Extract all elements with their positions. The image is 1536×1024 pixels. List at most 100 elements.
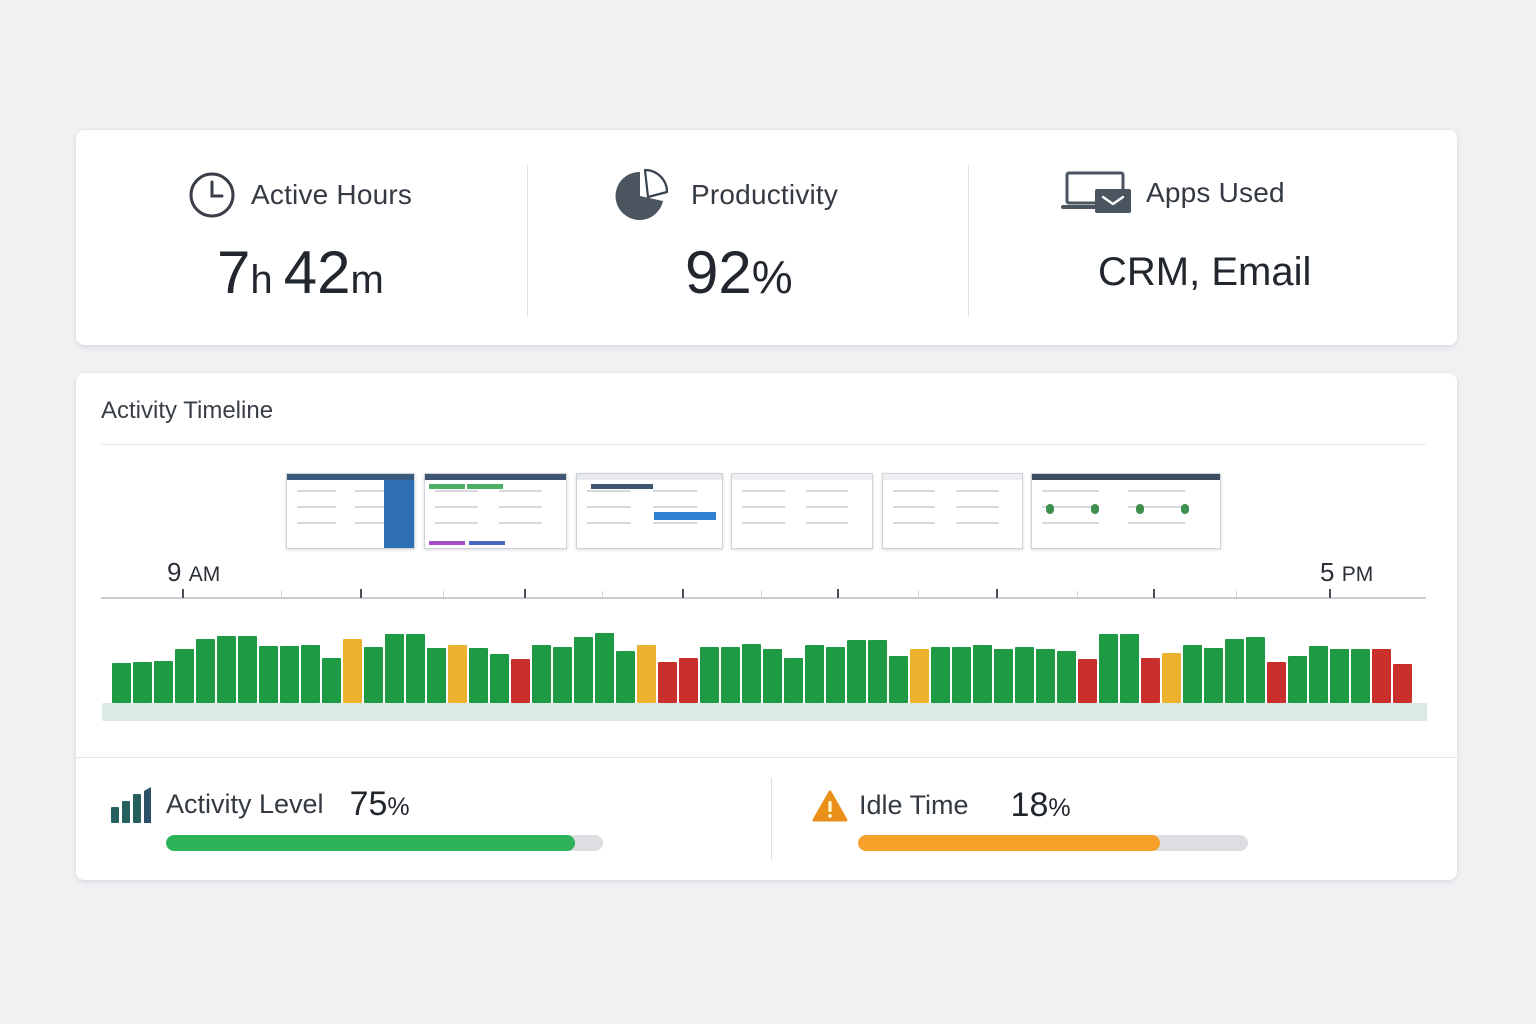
activity-bar-idle[interactable] (1393, 664, 1412, 703)
activity-bar-idle[interactable] (511, 659, 530, 703)
activity-bar-moderate[interactable] (1162, 653, 1181, 703)
stat-value: 7h 42m (217, 238, 384, 307)
activity-bar-active[interactable] (1036, 649, 1055, 703)
activity-bar-active[interactable] (952, 647, 971, 703)
major-tick (837, 589, 839, 598)
activity-bar-active[interactable] (889, 656, 908, 703)
activity-bar-active[interactable] (259, 646, 278, 703)
activity-bar-active[interactable] (1351, 649, 1370, 703)
progress-fill (166, 835, 575, 851)
activity-bar-active[interactable] (1015, 647, 1034, 703)
activity-bar-idle[interactable] (1078, 659, 1097, 703)
dashboard-screenshot-thumbnail[interactable] (1031, 473, 1221, 549)
activity-bar-active[interactable] (427, 648, 446, 703)
stat-label: Apps Used (1146, 177, 1285, 208)
email-screenshot-1-thumbnail[interactable] (731, 473, 873, 549)
metric-unit: % (387, 793, 410, 821)
activity-bar-active[interactable] (868, 640, 887, 703)
activity-bar-idle[interactable] (1267, 662, 1286, 703)
laptop-email-icon (1061, 171, 1131, 213)
activity-bar-active[interactable] (1204, 648, 1223, 703)
activity-bar-moderate[interactable] (343, 639, 362, 703)
activity-bar-active[interactable] (175, 649, 194, 703)
activity-bar-active[interactable] (301, 645, 320, 703)
activity-bar-active[interactable] (574, 637, 593, 703)
value-minutes: 42 (283, 239, 351, 306)
activity-bar-active[interactable] (1246, 637, 1265, 703)
activity-bar-active[interactable] (784, 658, 803, 703)
activity-bar-active[interactable] (154, 661, 173, 703)
stat-label: Active Hours (251, 179, 413, 210)
activity-bar-active[interactable] (805, 645, 824, 703)
activity-bar-active[interactable] (1099, 634, 1118, 703)
activity-bar-active[interactable] (532, 645, 551, 703)
activity-bar-active[interactable] (1057, 651, 1076, 703)
crm-screenshot-1-thumbnail[interactable] (286, 473, 415, 549)
activity-bar-active[interactable] (1309, 646, 1328, 703)
activity-bar-active[interactable] (112, 663, 131, 703)
activity-bar-active[interactable] (1120, 634, 1139, 703)
activity-bar-idle[interactable] (658, 662, 677, 703)
activity-bar-active[interactable] (700, 647, 719, 703)
activity-bar-active[interactable] (826, 647, 845, 703)
metric-label: Idle Time (859, 790, 969, 820)
activity-bar-idle[interactable] (1372, 649, 1391, 703)
activity-bar-active[interactable] (847, 640, 866, 703)
stat-apps-used: Apps Used CRM, Email (969, 130, 1457, 345)
activity-bar-active[interactable] (238, 636, 257, 703)
idle-time-progress (858, 835, 1248, 851)
activity-bar-active[interactable] (742, 644, 761, 703)
activity-bar-active[interactable] (385, 634, 404, 703)
activity-timeline-card: Activity Timeline 9 AM 5 PM Activity Lev… (76, 373, 1457, 880)
metric-label: Activity Level (166, 789, 324, 819)
activity-bar-active[interactable] (994, 649, 1013, 703)
major-tick (524, 589, 526, 598)
activity-bar-active[interactable] (553, 647, 572, 703)
activity-bar-idle[interactable] (1141, 658, 1160, 703)
minor-tick (602, 591, 603, 598)
minor-tick (281, 591, 282, 598)
activity-bar-active[interactable] (616, 651, 635, 703)
activity-bar-active[interactable] (280, 646, 299, 703)
activity-bar-active[interactable] (364, 647, 383, 703)
axis-end-meridiem: PM (1341, 563, 1374, 586)
activity-bar-active[interactable] (133, 662, 152, 703)
chart-baseline (102, 703, 1427, 721)
activity-bar-active[interactable] (469, 648, 488, 703)
stat-divider (968, 165, 969, 316)
activity-bar-active[interactable] (217, 636, 236, 703)
email-screenshot-2-thumbnail[interactable] (882, 473, 1023, 549)
activity-bar-active[interactable] (1183, 645, 1202, 703)
clock-icon (189, 172, 235, 218)
activity-bar-moderate[interactable] (910, 649, 929, 703)
activity-bar-active[interactable] (595, 633, 614, 703)
metric-number: 18 (1010, 786, 1049, 824)
axis-end-hour: 5 (1320, 557, 1335, 587)
major-tick (1153, 589, 1155, 598)
activity-bar-active[interactable] (490, 654, 509, 703)
activity-bar-active[interactable] (763, 649, 782, 703)
crm-screenshot-2-thumbnail[interactable] (424, 473, 567, 549)
activity-bar-moderate[interactable] (448, 645, 467, 703)
activity-bar-active[interactable] (1225, 639, 1244, 703)
metric-divider (771, 778, 772, 860)
minor-tick (443, 591, 444, 598)
major-tick (360, 589, 362, 598)
activity-bar-active[interactable] (931, 647, 950, 703)
activity-bar-active[interactable] (322, 658, 341, 703)
stat-label: Productivity (691, 179, 839, 210)
activity-bar-idle[interactable] (679, 658, 698, 703)
value-hours: 7 (217, 239, 251, 306)
activity-bar-moderate[interactable] (637, 645, 656, 703)
activity-bar-active[interactable] (973, 645, 992, 703)
divider (101, 444, 1426, 445)
activity-bar-active[interactable] (1288, 656, 1307, 703)
crm-screenshot-3-thumbnail[interactable] (576, 473, 723, 549)
value-hours-unit: h (250, 258, 284, 302)
stat-header: Apps Used (1061, 171, 1285, 215)
activity-bar-active[interactable] (1330, 649, 1349, 703)
activity-bar-active[interactable] (721, 647, 740, 703)
activity-bar-active[interactable] (406, 634, 425, 703)
stat-active-hours: Active Hours 7h 42m (76, 130, 527, 345)
activity-bar-active[interactable] (196, 639, 215, 703)
